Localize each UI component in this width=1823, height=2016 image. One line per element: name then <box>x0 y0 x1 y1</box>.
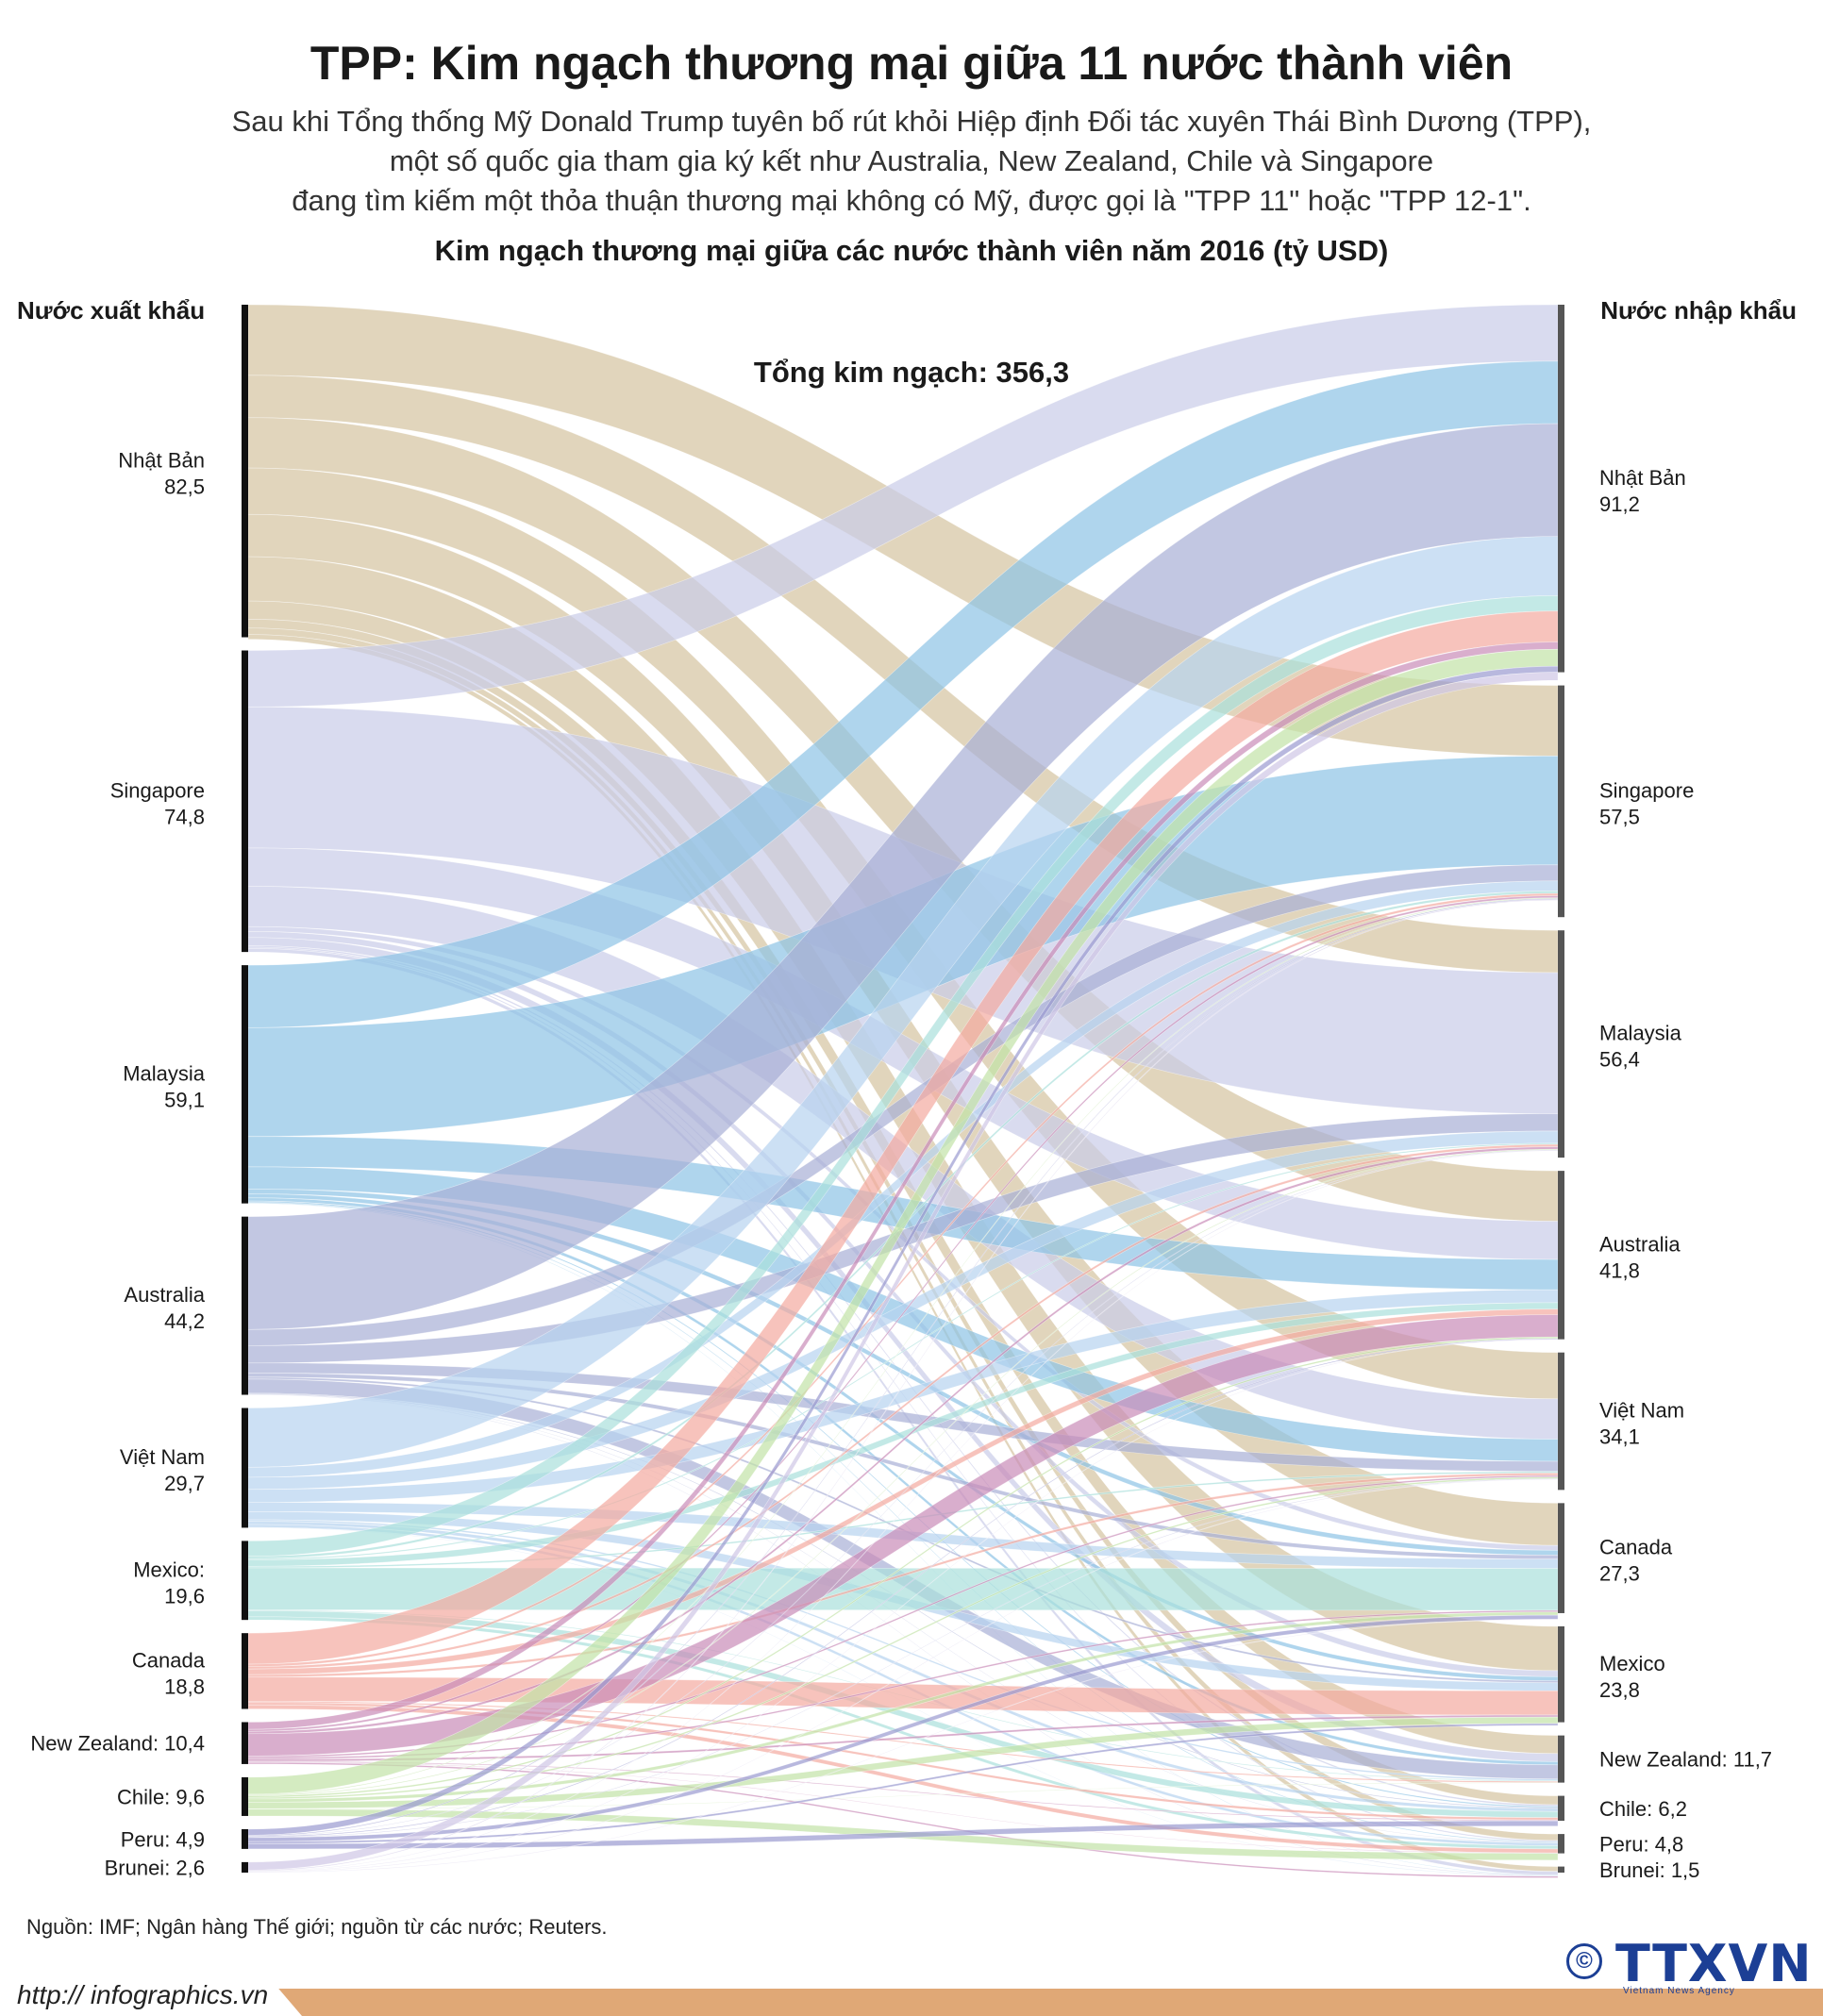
importer-value-singapore: 57,5 <box>1599 805 1640 828</box>
importer-bar-brunei[interactable] <box>1558 1866 1564 1873</box>
exporter-name-nhật-bản: Nhật Bản <box>118 448 205 472</box>
importer-value-australia: 41,8 <box>1599 1258 1640 1282</box>
flow-brunei-to-canada[interactable] <box>247 1619 1559 1874</box>
right-header: Nước nhập khẩu <box>1600 296 1797 325</box>
importer-name-nhật-bản: Nhật Bản <box>1599 466 1686 490</box>
flow-brunei-to-australia[interactable] <box>247 1339 1559 1873</box>
exporter-name-australia: Australia <box>124 1283 205 1307</box>
chart-title: Kim ngạch thương mại giữa các nước thành… <box>434 234 1389 267</box>
exporter-value-singapore: 74,8 <box>164 805 205 828</box>
logo-text: TTXVN <box>1615 1934 1813 1993</box>
exporter-bar-singapore[interactable] <box>242 650 248 953</box>
exporter-bar-malaysia[interactable] <box>242 965 248 1204</box>
footer-bar <box>0 1989 1823 2016</box>
flow-layer <box>247 304 1559 1878</box>
exporter-bar-brunei[interactable] <box>242 1861 248 1873</box>
flow-peru-to-mexico[interactable] <box>247 1723 1559 1844</box>
importer-value-malaysia: 56,4 <box>1599 1048 1640 1072</box>
subtitle: Sau khi Tổng thống Mỹ Donald Trump tuyên… <box>0 102 1823 221</box>
source-note: Nguồn: IMF; Ngân hàng Thế giới; nguồn từ… <box>26 1915 608 1939</box>
logo-subtext: Vietnam News Agency <box>1623 1986 1735 1996</box>
exporter-bar-canada[interactable] <box>242 1633 248 1709</box>
exporter-bar-new-zealand[interactable] <box>242 1722 248 1764</box>
footer-url[interactable]: http:// infographics.vn <box>0 1974 302 2016</box>
importer-bar-chile[interactable] <box>1558 1795 1564 1822</box>
exporter-bar-australia[interactable] <box>242 1216 248 1395</box>
importer-name-việt-nam: Việt Nam <box>1599 1399 1684 1423</box>
flow-brunei-to-nhật-bản[interactable] <box>247 672 1559 1871</box>
exporter-value-việt-nam: 29,7 <box>164 1472 205 1495</box>
importer-name-mexico: Mexico <box>1599 1652 1665 1675</box>
copyright-icon: © <box>1566 1943 1602 1979</box>
exporter-label-peru: Peru: 4,9 <box>121 1827 205 1851</box>
exporter-value-canada: 18,8 <box>164 1674 205 1698</box>
exporter-name-việt-nam: Việt Nam <box>120 1445 205 1469</box>
exporter-value-australia: 44,2 <box>164 1309 205 1333</box>
importer-bar-nhật-bản[interactable] <box>1558 305 1564 673</box>
left-header: Nước xuất khẩu <box>17 296 205 325</box>
importer-value-canada: 27,3 <box>1599 1562 1640 1586</box>
importer-name-australia: Australia <box>1599 1232 1681 1256</box>
exporter-bar-nhật-bản[interactable] <box>242 305 248 638</box>
exporter-label-new-zealand: New Zealand: 10,4 <box>30 1732 205 1756</box>
exporter-value-mexico: 19,6 <box>164 1584 205 1608</box>
exporter-value-nhật-bản: 82,5 <box>164 475 205 498</box>
subtitle-line-1: Sau khi Tổng thống Mỹ Donald Trump tuyên… <box>231 105 1592 138</box>
exporter-name-singapore: Singapore <box>110 778 205 802</box>
exporter-label-brunei: Brunei: 2,6 <box>105 1856 205 1879</box>
exporter-name-mexico: Mexico: <box>133 1558 205 1581</box>
importer-name-singapore: Singapore <box>1599 778 1694 802</box>
importer-bar-việt-nam[interactable] <box>1558 1352 1564 1491</box>
exporter-name-canada: Canada <box>132 1648 206 1672</box>
flow-peru-to-chile[interactable] <box>247 1820 1559 1850</box>
importer-value-việt-nam: 34,1 <box>1599 1425 1640 1449</box>
exporter-label-chile: Chile: 9,6 <box>117 1785 205 1808</box>
importer-label-chile: Chile: 6,2 <box>1599 1797 1687 1821</box>
subtitle-line-2: một số quốc gia tham gia ký kết như Aust… <box>389 144 1434 177</box>
importer-bar-singapore[interactable] <box>1558 685 1564 918</box>
importer-value-nhật-bản: 91,2 <box>1599 492 1640 516</box>
exporter-bar-chile[interactable] <box>242 1776 248 1816</box>
exporter-bar-mexico[interactable] <box>242 1541 248 1621</box>
importer-value-mexico: 23,8 <box>1599 1678 1640 1702</box>
importer-bar-malaysia[interactable] <box>1558 930 1564 1158</box>
label-layer: Nhật Bản 82,5 Singapore 74,8 Malaysia 59,1 Aus… <box>17 296 1797 1882</box>
page-title: TPP: Kim ngạch thương mại giữa 11 nước t… <box>309 37 1514 90</box>
exporter-value-malaysia: 59,1 <box>164 1088 205 1111</box>
importer-name-canada: Canada <box>1599 1536 1673 1559</box>
flow-chile-to-new-zealand[interactable] <box>247 1782 1559 1809</box>
importer-label-peru: Peru: 4,8 <box>1599 1832 1683 1856</box>
importer-bar-canada[interactable] <box>1558 1503 1564 1613</box>
ttxvn-logo: © TTXVN Vietnam News Agency <box>1566 1934 1812 2000</box>
exporter-bar-peru[interactable] <box>242 1828 248 1849</box>
importer-bar-peru[interactable] <box>1558 1834 1564 1854</box>
bar-layer <box>242 305 1564 1873</box>
importer-bar-new-zealand[interactable] <box>1558 1735 1564 1783</box>
subtitle-line-3: đang tìm kiếm một thỏa thuận thương mại … <box>292 184 1531 217</box>
importer-label-brunei: Brunei: 1,5 <box>1599 1858 1699 1882</box>
exporter-name-malaysia: Malaysia <box>123 1061 206 1085</box>
importer-bar-australia[interactable] <box>1558 1171 1564 1340</box>
exporter-bar-việt-nam[interactable] <box>242 1408 248 1528</box>
importer-label-new-zealand: New Zealand: 11,7 <box>1599 1748 1772 1772</box>
importer-bar-mexico[interactable] <box>1558 1625 1564 1723</box>
importer-name-malaysia: Malaysia <box>1599 1022 1682 1045</box>
total-label: Tổng kim ngạch: 356,3 <box>754 356 1069 389</box>
